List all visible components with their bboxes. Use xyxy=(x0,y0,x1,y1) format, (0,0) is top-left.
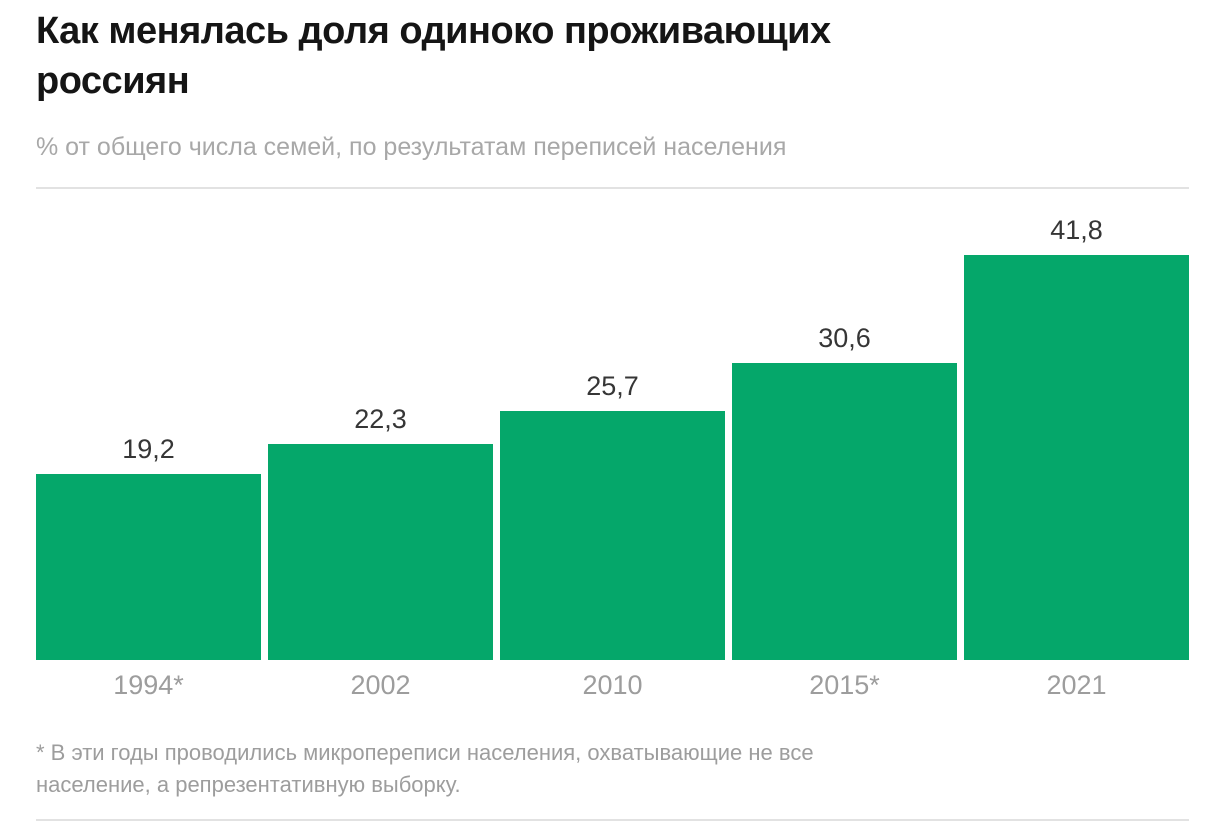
page-title-line: россиян xyxy=(36,60,190,103)
page-subtitle: % от общего числа семей, по результатам … xyxy=(36,133,787,162)
x-axis-label: 2010 xyxy=(582,670,643,701)
bar xyxy=(268,444,493,661)
bar xyxy=(732,363,957,661)
bar-chart: 19,2 22,3 25,7 30,6 41,8 xyxy=(36,189,1189,661)
page-title-line: Как менялась доля одиноко проживающих xyxy=(36,10,831,52)
bar xyxy=(36,474,261,661)
page-title: Как менялась доля одиноко проживающих рос… xyxy=(36,6,1036,106)
x-axis-label: 2021 xyxy=(1046,670,1107,701)
bar-column: 19,2 xyxy=(36,189,261,661)
x-axis-label: 1994* xyxy=(113,670,184,701)
x-axis-label: 2015* xyxy=(809,670,880,701)
top-divider xyxy=(36,187,1189,190)
bar-value-label: 41,8 xyxy=(1050,215,1103,246)
x-axis-label: 2002 xyxy=(350,670,411,701)
footnote-line: * В эти годы проводились микропереписи н… xyxy=(36,740,814,766)
footnote-line: население, а репрезентативную выборку. xyxy=(36,772,461,798)
bar-value-label: 25,7 xyxy=(586,371,639,402)
bar xyxy=(964,255,1189,661)
footnote: * В эти годы проводились микропереписи н… xyxy=(36,737,1189,801)
bar xyxy=(500,411,725,661)
bar-value-label: 22,3 xyxy=(354,404,407,435)
x-axis-labels: 1994* 2002 2010 2015* 2021 xyxy=(36,660,1189,701)
bar-column: 30,6 xyxy=(732,189,957,661)
bar-column: 22,3 xyxy=(268,189,493,661)
bottom-divider xyxy=(36,819,1189,822)
bar-column: 25,7 xyxy=(500,189,725,661)
bar-value-label: 19,2 xyxy=(122,434,175,465)
bar-value-label: 30,6 xyxy=(818,323,871,354)
bar-column: 41,8 xyxy=(964,189,1189,661)
